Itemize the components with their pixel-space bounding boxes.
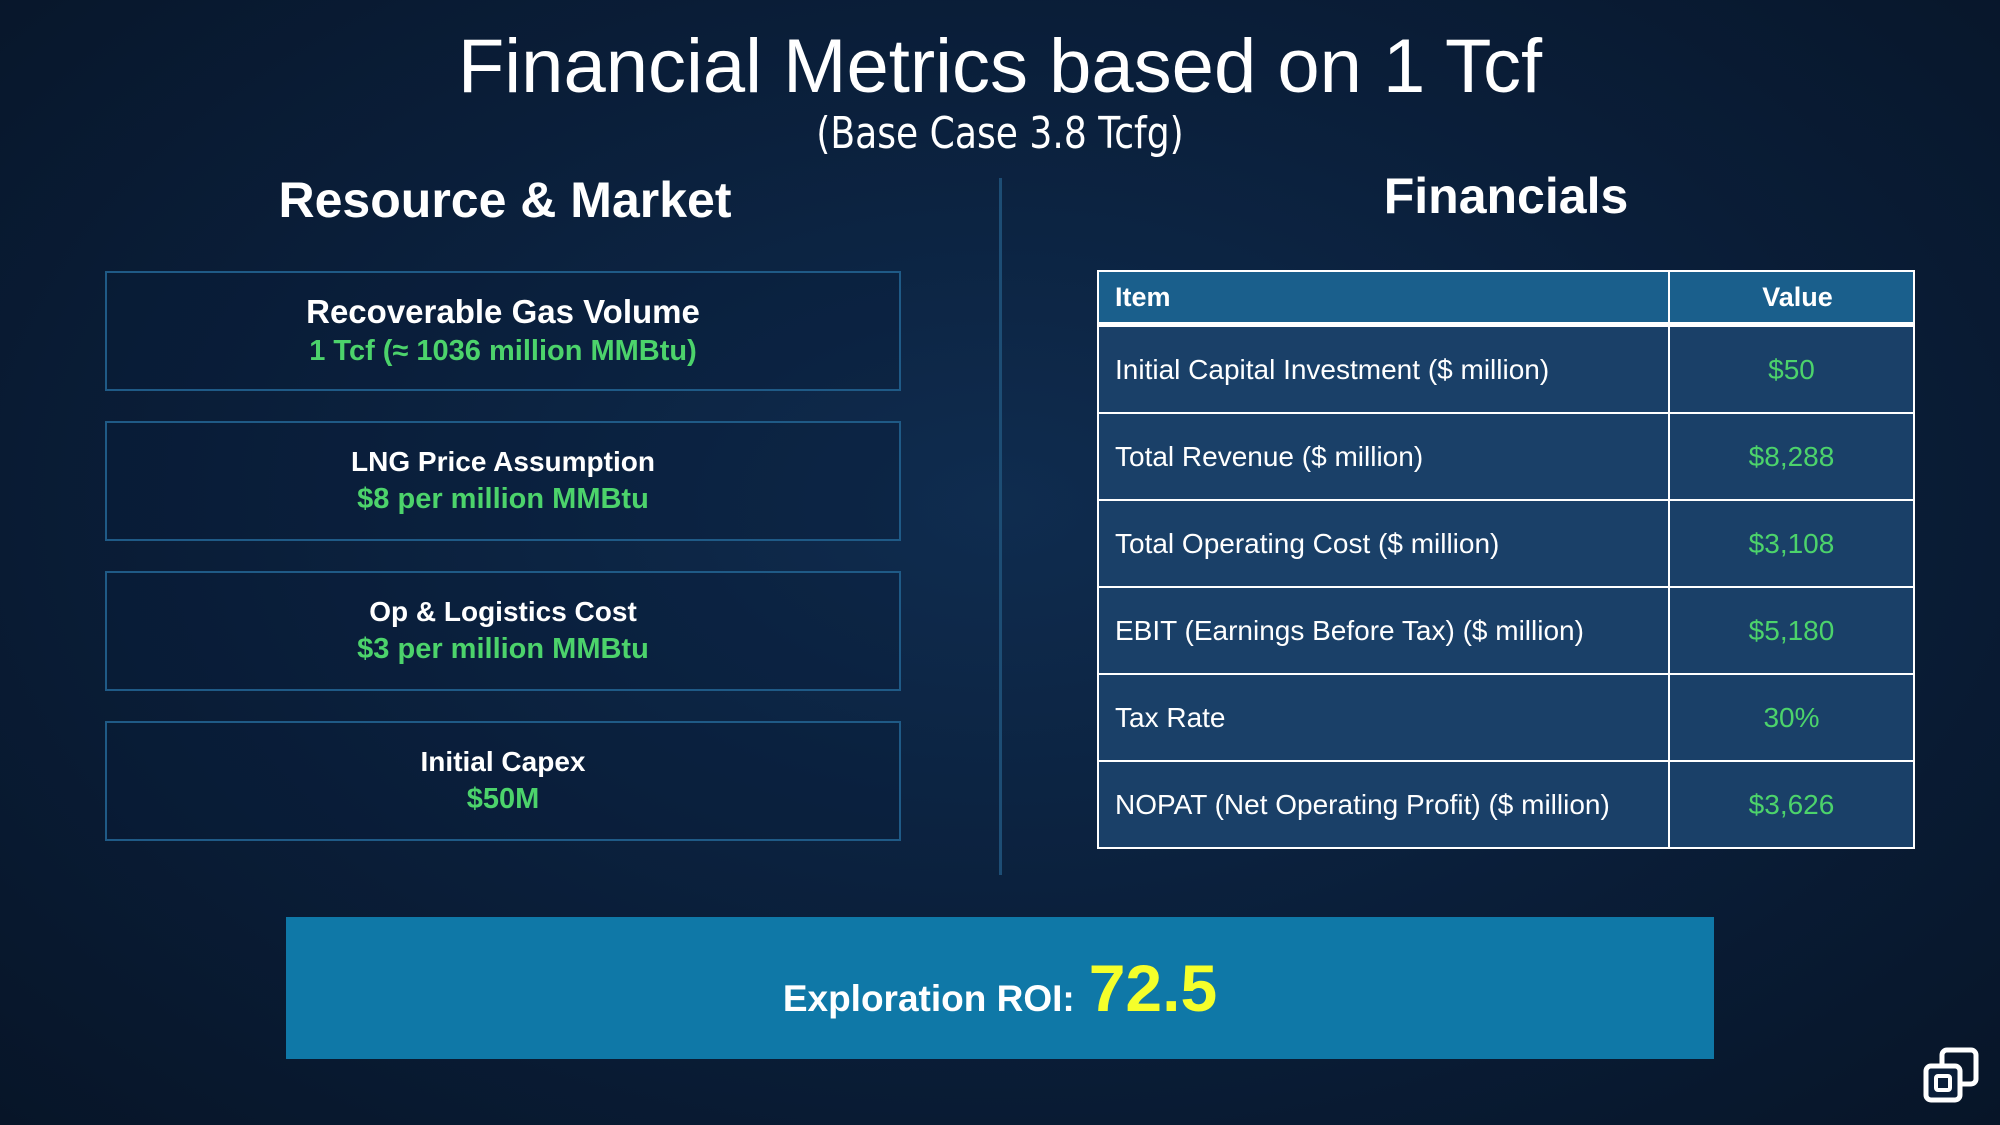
card-label: Op & Logistics Cost — [369, 596, 637, 627]
row-item: Total Operating Cost ($ million) — [1099, 501, 1670, 586]
table-header-row: Item Value — [1099, 272, 1913, 327]
column-header-value: Value — [1762, 281, 1833, 312]
page-subtitle: (Base Case 3.8 Tcfg) — [816, 108, 1184, 159]
row-item: EBIT (Earnings Before Tax) ($ million) — [1099, 588, 1670, 673]
card-label: Recoverable Gas Volume — [306, 293, 700, 330]
row-item: Tax Rate — [1099, 675, 1670, 760]
table-row: Total Operating Cost ($ million) $3,108 — [1099, 499, 1913, 586]
row-value: $3,626 — [1748, 788, 1835, 820]
table-row: EBIT (Earnings Before Tax) ($ million) $… — [1099, 586, 1913, 673]
section-divider — [999, 178, 1002, 875]
card-value: $50M — [466, 783, 540, 815]
row-value: $8,288 — [1748, 440, 1835, 472]
table-row: Total Revenue ($ million) $8,288 — [1099, 412, 1913, 499]
financials-table: Item Value Initial Capital Investment ($… — [1097, 270, 1915, 849]
roi-value: 72.5 — [1088, 951, 1218, 1025]
table-row: Initial Capital Investment ($ million) $… — [1099, 327, 1913, 412]
card-label: LNG Price Assumption — [351, 446, 655, 477]
card-initial-capex: Initial Capex $50M — [105, 721, 901, 841]
row-value: $5,180 — [1748, 614, 1835, 646]
card-lng-price-assumption: LNG Price Assumption $8 per million MMBt… — [105, 421, 901, 541]
card-op-logistics-cost: Op & Logistics Cost $3 per million MMBtu — [105, 571, 901, 691]
card-value: $8 per million MMBtu — [357, 483, 649, 515]
card-label: Initial Capex — [420, 746, 586, 777]
row-item: Total Revenue ($ million) — [1099, 414, 1670, 499]
row-value: $3,108 — [1748, 527, 1835, 559]
row-value: $50 — [1768, 353, 1815, 385]
copy-squares-icon — [1923, 1047, 1979, 1103]
row-item: Initial Capital Investment ($ million) — [1099, 327, 1670, 412]
table-row: NOPAT (Net Operating Profit) ($ million)… — [1099, 760, 1913, 847]
roi-label: Exploration ROI: — [782, 978, 1075, 1019]
row-item: NOPAT (Net Operating Profit) ($ million) — [1099, 762, 1670, 847]
card-value: 1 Tcf (≈ 1036 million MMBtu) — [309, 335, 697, 367]
row-value: 30% — [1763, 701, 1820, 733]
roi-banner: Exploration ROI: 72.5 — [286, 917, 1714, 1059]
card-recoverable-gas-volume: Recoverable Gas Volume 1 Tcf (≈ 1036 mil… — [105, 271, 901, 391]
card-value: $3 per million MMBtu — [357, 633, 649, 665]
table-row: Tax Rate 30% — [1099, 673, 1913, 760]
financials-heading: Financials — [1383, 168, 1629, 224]
column-header-item: Item — [1099, 272, 1670, 322]
page-title: Financial Metrics based on 1 Tcf — [457, 24, 1543, 109]
resource-market-heading: Resource & Market — [278, 172, 732, 228]
